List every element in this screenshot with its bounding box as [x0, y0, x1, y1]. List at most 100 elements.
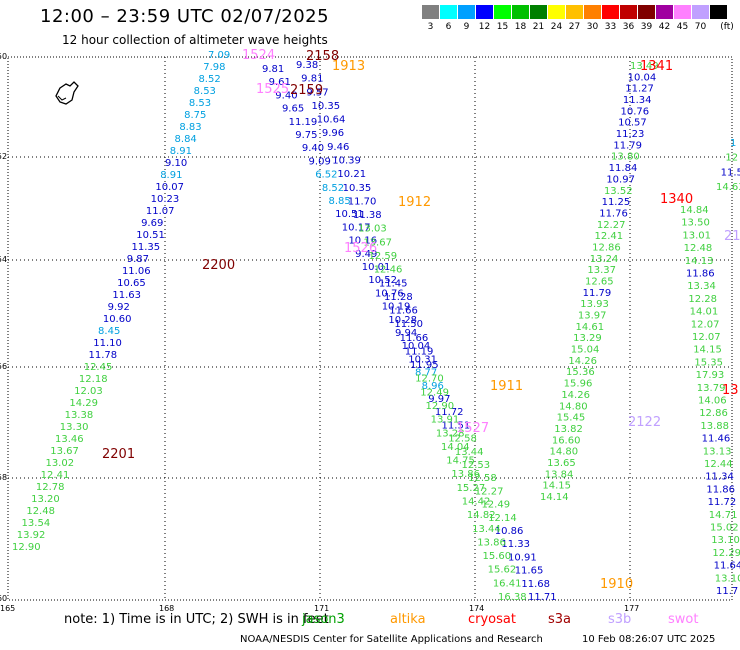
legend-label: 3: [427, 22, 434, 32]
wave-value: 10.28: [388, 315, 417, 326]
wave-value: 8.96: [422, 381, 444, 392]
wave-value: 11.95: [410, 360, 439, 371]
wave-value: 10.35: [343, 183, 372, 194]
wave-value: 13.86: [477, 537, 506, 548]
legend-label: 24: [550, 22, 563, 32]
wave-value: 13.44: [455, 447, 484, 458]
wave-value: 13.67: [363, 237, 392, 248]
wave-value: 11.07: [146, 206, 175, 217]
legend-swatch: [476, 5, 493, 19]
wave-value: 7.98: [203, 62, 225, 73]
legend-swatch: [494, 5, 511, 19]
wave-value: 14.42: [462, 497, 491, 508]
wave-value: 14.04: [441, 442, 470, 453]
legend-label: 18: [514, 22, 527, 32]
wave-value: 11.84: [609, 163, 638, 174]
wave-value: 13.10: [711, 535, 740, 546]
x-tick-label: 174: [469, 604, 485, 613]
wave-value: 11.34: [705, 472, 734, 483]
legend-swatch: [692, 5, 709, 19]
y-tick-label: -54: [0, 255, 8, 264]
legend-label: 39: [640, 22, 653, 32]
wave-value: 10.39: [332, 155, 361, 166]
wave-value: 13.86: [451, 469, 480, 480]
wave-value: 12.18: [79, 374, 108, 385]
legend-swatch: [512, 5, 529, 19]
track-time-label: 1525: [256, 82, 289, 97]
wave-value: 13.92: [17, 530, 46, 541]
wave-value: 13.20: [31, 494, 60, 505]
wave-value: 11.79: [583, 288, 612, 299]
wave-value: 14.15: [693, 345, 722, 356]
wave-value: 12.90: [425, 401, 454, 412]
wave-value: 12.78: [36, 482, 65, 493]
wave-value: 10.19: [382, 302, 411, 313]
wave-value: 11.70: [348, 196, 377, 207]
wave-value: 9.38: [296, 60, 318, 71]
wave-value: 15.45: [557, 413, 586, 424]
legend-swatch: [566, 5, 583, 19]
wave-value: 9.09: [309, 156, 331, 167]
wave-value: 15.60: [482, 551, 511, 562]
wave-value: 14.29: [69, 398, 98, 409]
y-tick-label: -52: [0, 152, 8, 161]
wave-value: 11.65: [515, 566, 544, 577]
wave-value: 10.04: [628, 72, 657, 83]
track-time-label: 1526: [344, 241, 377, 256]
track-time-label: 1524: [242, 48, 275, 63]
wave-value: 14.61: [576, 322, 605, 333]
wave-value: 12.41: [41, 470, 70, 481]
wave-value: 10.31: [408, 354, 437, 365]
track-time-label: 2201: [102, 447, 135, 462]
satellite-swot: swot: [668, 612, 699, 627]
legend-label: 42: [658, 22, 671, 32]
satellite-s3a: s3a: [548, 612, 572, 627]
wave-value: 13.65: [547, 458, 576, 469]
wave-value: 13.97: [578, 311, 607, 322]
x-tick-label: 168: [159, 604, 175, 613]
wave-value: 10.51: [335, 209, 364, 220]
wave-value: 9.96: [322, 128, 344, 139]
wave-value: 11.7: [716, 586, 738, 597]
wave-value: 13.02: [45, 458, 74, 469]
legend-label: 70: [694, 22, 707, 32]
x-tick-label: 165: [0, 604, 16, 613]
legend-label: 36: [622, 22, 635, 32]
grid-lines: [8, 57, 732, 600]
wave-height-tracks: 7.097.988.528.538.538.758.838.848.919.10…: [12, 48, 740, 603]
wave-value: 10.64: [317, 115, 346, 126]
wave-value: 1: [730, 138, 736, 149]
wave-value: 7.09: [208, 50, 230, 61]
footer-timestamp: 10 Feb 08:26:07 UTC 2025: [582, 634, 716, 645]
wave-value: 14.01: [690, 307, 719, 318]
wave-value: 8.77: [415, 368, 437, 379]
wave-value: 12.27: [475, 486, 504, 497]
wave-value: 12.49: [420, 387, 449, 398]
wave-value: 16.60: [552, 435, 581, 446]
legend-swatch: [638, 5, 655, 19]
wave-value: 13.30: [60, 422, 89, 433]
wave-value: 12.65: [585, 277, 614, 288]
wave-value: 12.07: [692, 332, 721, 343]
wave-value: 9.61: [269, 77, 291, 88]
wave-value: 10.91: [508, 552, 537, 563]
legend-swatch: [674, 5, 691, 19]
legend-swatch: [620, 5, 637, 19]
wave-value: 11.78: [88, 350, 117, 361]
wave-value: 13.13: [703, 446, 732, 457]
legend-label: 30: [586, 22, 599, 32]
wave-value: 12.49: [481, 500, 510, 511]
wave-value: 8.45: [98, 326, 120, 337]
wave-value: 12.29: [712, 548, 740, 559]
wave-value: 8.91: [170, 146, 192, 157]
wave-value: 12.58: [468, 473, 497, 484]
wave-value: 11.28: [384, 292, 413, 303]
x-tick-label: 177: [624, 604, 640, 613]
wave-value: 8.52: [198, 74, 220, 85]
wave-value: 13.28: [436, 428, 465, 439]
wave-value: 9.97: [428, 394, 450, 405]
wave-value: 11.19: [289, 117, 318, 128]
legend-swatch: [458, 5, 475, 19]
wave-value: 15.36: [566, 367, 595, 378]
legend-label: 45: [676, 22, 689, 32]
